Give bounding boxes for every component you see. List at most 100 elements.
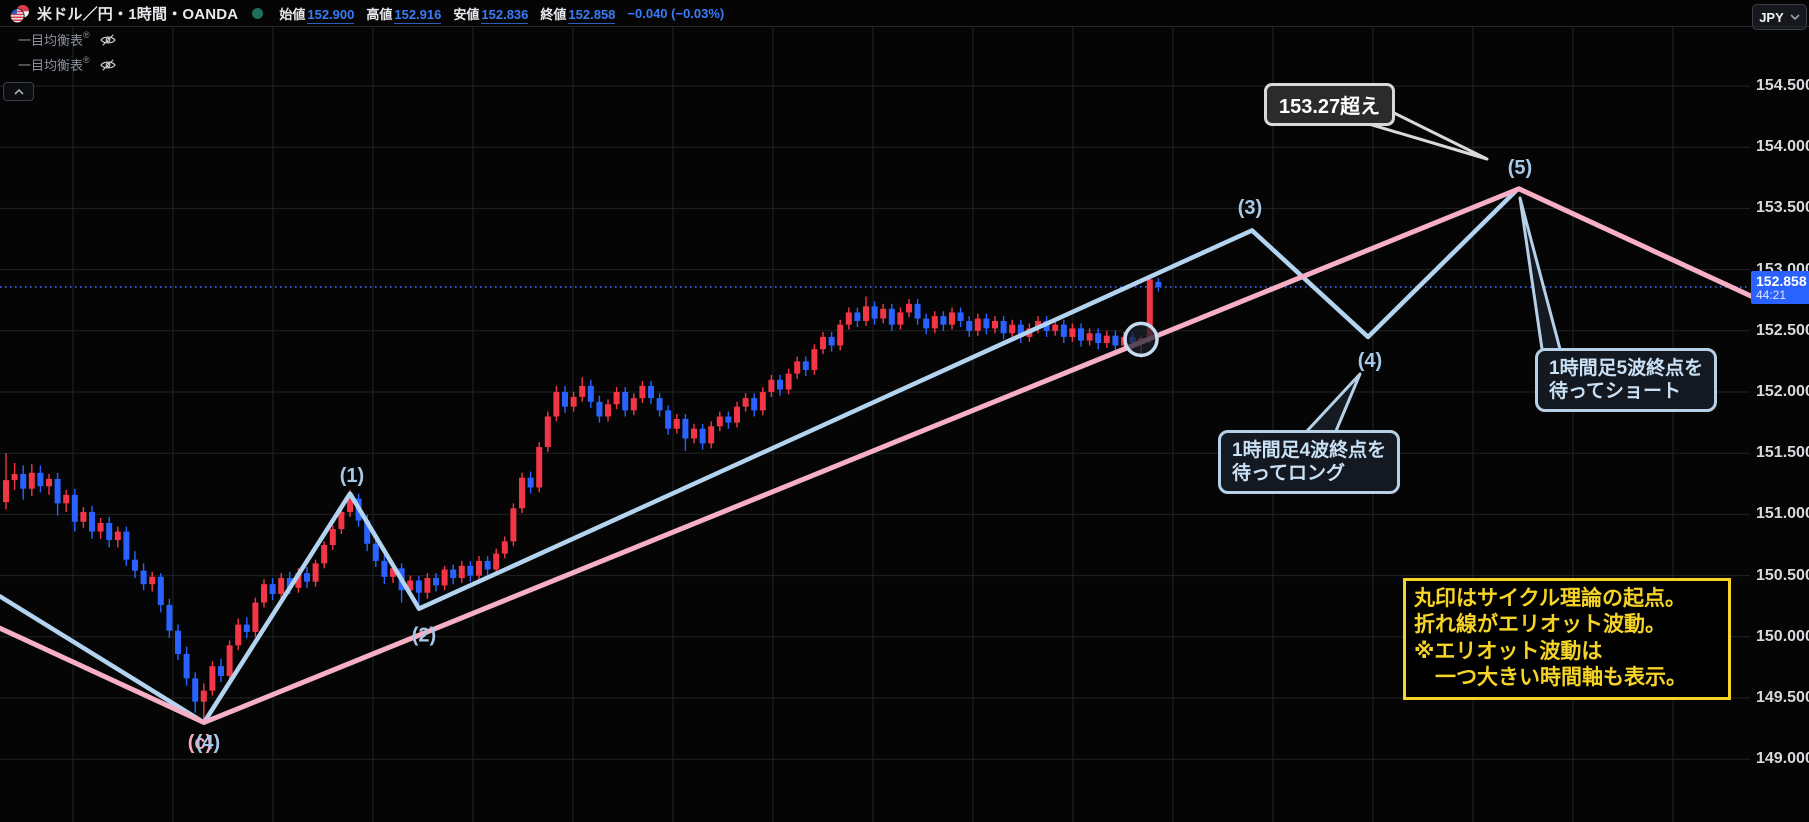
candle-body bbox=[914, 303, 921, 319]
candle-body bbox=[751, 398, 758, 411]
current-price-badge: 152.858 44:21 bbox=[1751, 270, 1809, 304]
candle-body bbox=[785, 373, 792, 390]
collapse-legend-button[interactable] bbox=[3, 82, 34, 101]
candle-body bbox=[175, 630, 181, 654]
candle-body bbox=[1086, 333, 1093, 341]
candle-body bbox=[286, 578, 293, 588]
candle-body bbox=[820, 336, 826, 350]
currency-unit-button[interactable]: JPY bbox=[1752, 4, 1807, 30]
wave4-long-callout[interactable]: 1時間足4波終点を 待ってロング bbox=[1218, 430, 1401, 495]
close-value: 152.858 bbox=[568, 6, 616, 24]
open-label: 始値 bbox=[279, 6, 306, 22]
candle-body bbox=[1000, 321, 1007, 334]
candle-body bbox=[1078, 328, 1084, 341]
price-axis-label: 149.500 bbox=[1756, 689, 1809, 706]
indicator-row-ichimoku-2[interactable]: 一目均衡表® bbox=[18, 55, 117, 74]
price-axis-label: 150.500 bbox=[1756, 566, 1809, 584]
candles bbox=[3, 274, 1162, 719]
wave4-long-line2: 待ってロング bbox=[1232, 463, 1346, 485]
candle-body bbox=[613, 392, 620, 405]
candle-body bbox=[1112, 335, 1119, 346]
wave-label: (4) bbox=[196, 732, 220, 754]
candle-body bbox=[338, 511, 345, 530]
indicator-row-ichimoku-1[interactable]: 一目均衡表® bbox=[18, 30, 117, 49]
indicator-name: 一目均衡表® bbox=[18, 30, 90, 48]
callout-tail bbox=[1305, 372, 1362, 433]
candle-body bbox=[37, 472, 44, 487]
candle-body bbox=[123, 531, 130, 560]
price-axis-label: 151.000 bbox=[1756, 505, 1809, 523]
candle-body bbox=[1060, 324, 1067, 337]
candle-body bbox=[880, 308, 887, 319]
candle-body bbox=[759, 392, 766, 411]
price-axis-label: 151.500 bbox=[1756, 444, 1809, 462]
candle-body bbox=[1052, 324, 1059, 331]
price-axis-label: 149.000 bbox=[1756, 750, 1809, 768]
candle-body bbox=[261, 584, 267, 603]
candle-body bbox=[923, 318, 930, 329]
candle-body bbox=[140, 570, 147, 585]
price-axis-label: 152.000 bbox=[1756, 383, 1809, 400]
candle-body bbox=[519, 477, 525, 509]
candle-body bbox=[243, 624, 250, 632]
candle-body bbox=[269, 584, 276, 594]
candle-body bbox=[734, 406, 740, 423]
candle-body bbox=[28, 472, 35, 489]
chevron-up-icon bbox=[13, 88, 24, 95]
wave-label: (5) bbox=[1508, 157, 1532, 179]
candle-body bbox=[132, 559, 138, 571]
candle-body bbox=[209, 666, 216, 691]
price-axis-label: 154.500 bbox=[1756, 77, 1809, 94]
cycle-theory-note[interactable]: 丸印はサイクル理論の起点。 折れ線がエリオット波動。 ※エリオット波動は 一つ大… bbox=[1403, 578, 1731, 700]
price-target-callout[interactable]: 153.27超え bbox=[1264, 83, 1396, 126]
symbol-title[interactable]: 米ドル／円・1時間・OANDA bbox=[37, 6, 239, 23]
low-value: 152.836 bbox=[481, 6, 529, 24]
elliott-wave-higher-tf-line bbox=[0, 186, 1755, 725]
candle-body bbox=[544, 416, 551, 448]
candle-body bbox=[476, 560, 482, 576]
candle-body bbox=[510, 508, 517, 542]
candle-body bbox=[957, 312, 964, 322]
candle-body bbox=[966, 321, 973, 331]
eye-slash-icon[interactable] bbox=[99, 33, 117, 47]
candle-body bbox=[630, 398, 637, 411]
wave5-short-callout[interactable]: 1時間足5波終点を 待ってショート bbox=[1535, 348, 1718, 413]
candle-body bbox=[553, 392, 560, 417]
candle-body bbox=[777, 379, 783, 390]
callout-tail bbox=[1518, 196, 1562, 350]
candle-body bbox=[312, 563, 319, 582]
candle-body bbox=[536, 447, 543, 488]
wave-label: (3) bbox=[1238, 197, 1262, 219]
market-status-dot-icon[interactable] bbox=[252, 8, 264, 19]
candle-body bbox=[501, 541, 508, 554]
eye-slash-icon[interactable] bbox=[99, 58, 117, 72]
candle-body bbox=[716, 416, 723, 427]
note-line: 一つ大きい時間軸も表示。 bbox=[1414, 666, 1687, 690]
price-target-text: 153.27超え bbox=[1279, 96, 1381, 118]
candle-body bbox=[897, 312, 904, 325]
wave-label: (1) bbox=[340, 465, 364, 487]
cycle-start-circle-marker bbox=[1123, 321, 1159, 358]
candle-body bbox=[845, 312, 852, 325]
candle-body bbox=[218, 666, 224, 676]
candle-body bbox=[742, 398, 749, 407]
candle-body bbox=[226, 645, 233, 676]
candle-body bbox=[940, 316, 947, 325]
low-label: 安値 bbox=[453, 6, 480, 22]
candle-body bbox=[699, 428, 706, 444]
candle-body bbox=[467, 565, 474, 576]
candle-body bbox=[63, 494, 70, 504]
candle-body bbox=[888, 308, 895, 325]
candle-body bbox=[149, 576, 156, 585]
candle-body bbox=[1095, 333, 1102, 344]
wave-label: (c) bbox=[188, 732, 212, 754]
candle-body bbox=[596, 401, 603, 417]
candle-body bbox=[106, 522, 113, 541]
candle-body bbox=[811, 349, 818, 370]
note-line: 折れ線がエリオット波動。 bbox=[1414, 613, 1666, 637]
candle-body bbox=[458, 565, 465, 579]
candle-body bbox=[278, 578, 285, 594]
